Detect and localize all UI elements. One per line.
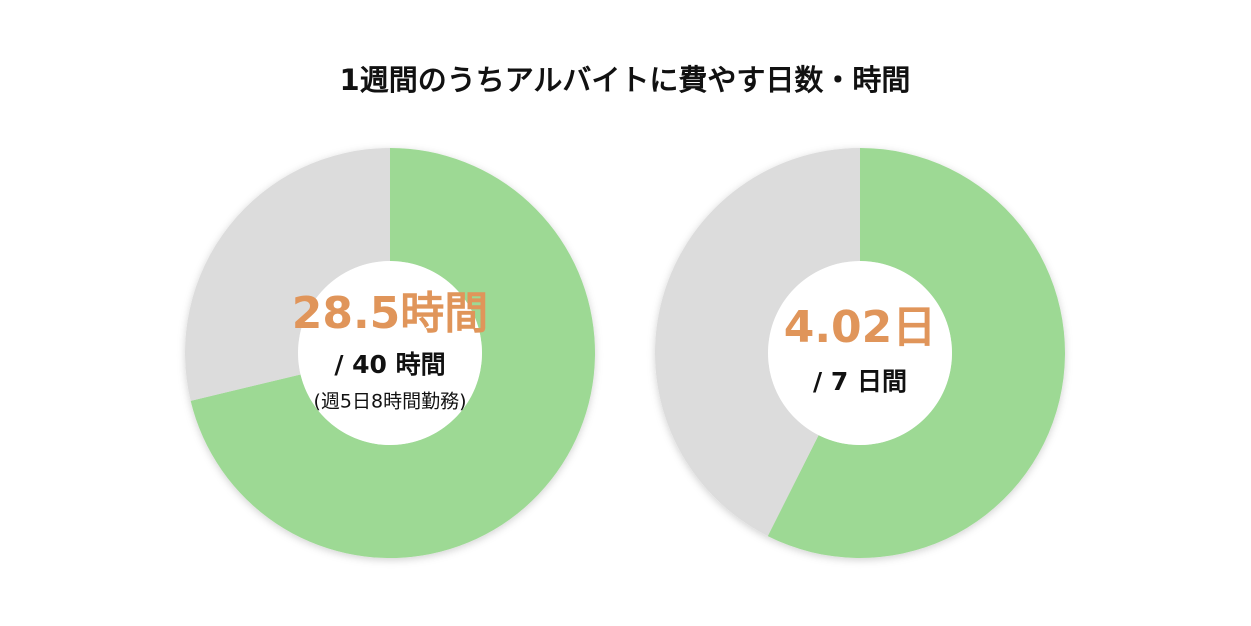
donut-slice <box>185 148 390 401</box>
donut <box>185 148 595 558</box>
chart-title: 1週間のうちアルバイトに費やす日数・時間 <box>340 63 911 97</box>
donut-slice <box>654 148 860 537</box>
center-label: 4.02日 <box>784 302 937 353</box>
donut-hole <box>298 261 482 445</box>
donut-slice <box>190 148 595 558</box>
note: (週5日8時間勤務) <box>313 391 466 413</box>
total-label: / 7 日間 <box>813 367 907 396</box>
donut-slice <box>767 148 1065 559</box>
center-label: 28.5時間 <box>292 288 489 339</box>
total-label: / 40 時間 <box>334 350 445 379</box>
donut <box>654 148 1065 559</box>
donut-hole <box>768 261 952 445</box>
